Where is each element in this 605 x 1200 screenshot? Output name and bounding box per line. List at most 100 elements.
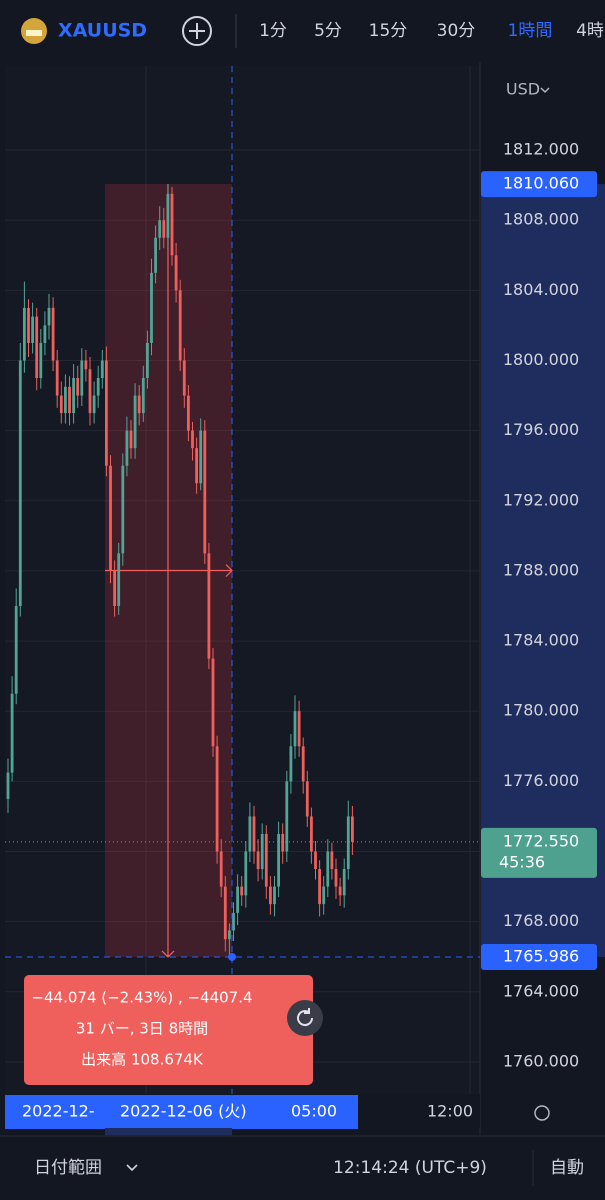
plus	[189, 23, 205, 39]
candle-body	[150, 272, 153, 343]
plot-area	[5, 66, 480, 1094]
candle-body	[133, 395, 137, 449]
crosshair-label-bg	[481, 943, 597, 970]
candle-body	[223, 886, 227, 940]
candle-body	[207, 553, 211, 659]
candle-body	[141, 378, 145, 414]
candle-body	[146, 342, 149, 379]
interval[interactable]: 4時	[576, 21, 604, 41]
measure-box	[24, 975, 313, 1085]
y-tick-label: 1796.000	[503, 420, 579, 439]
candle-body	[260, 833, 264, 870]
countdown: 45:36	[499, 852, 545, 871]
measure-text: 出来高 108.674K	[81, 1051, 204, 1069]
candle-body	[318, 869, 321, 905]
candle-body	[154, 237, 157, 273]
last-price-label: 1772.550	[503, 831, 579, 850]
candle-body	[166, 193, 170, 238]
measure-text: −44.074 (−2.43%) , −4407.4	[31, 989, 252, 1007]
candle-body	[330, 851, 334, 870]
candle-body	[203, 430, 207, 554]
time-label: 2022-12-06 (火)	[120, 1102, 247, 1121]
candle-body	[43, 325, 47, 343]
candle-body	[219, 851, 223, 887]
candle-body	[76, 378, 80, 396]
date-range[interactable]: 日付範囲	[34, 1158, 102, 1178]
y-tick-label: 1812.000	[503, 140, 579, 159]
range-high-label-bg	[481, 171, 597, 198]
candle-body	[35, 316, 39, 379]
y-tick-label: 1800.000	[503, 350, 579, 369]
candle-body	[211, 658, 215, 747]
candle-body	[191, 430, 194, 449]
y-tick-label: 1764.000	[503, 981, 579, 1000]
candle-body	[244, 851, 248, 896]
candle-body	[51, 307, 55, 361]
candle-body	[105, 360, 108, 466]
candle-body	[162, 220, 166, 238]
candle-body	[23, 307, 26, 361]
candle-body	[269, 886, 272, 905]
candle-body	[199, 430, 203, 484]
candle-body	[310, 816, 313, 852]
candle-body	[27, 307, 30, 343]
candle-body	[68, 386, 71, 414]
candle-body	[14, 605, 18, 694]
candle-body	[240, 886, 244, 896]
candle-body	[6, 772, 10, 799]
range-marker	[105, 1128, 232, 1135]
candle-body	[121, 465, 125, 554]
auto-scale[interactable]: 自動	[550, 1158, 584, 1178]
candle-body	[31, 316, 34, 343]
candle-body	[195, 448, 198, 484]
candle-body	[248, 816, 252, 852]
interval[interactable]: 1分	[259, 21, 287, 41]
interval[interactable]: 5分	[314, 21, 342, 41]
reset-button[interactable]	[287, 1000, 323, 1036]
candle-body	[88, 369, 92, 414]
candle-body	[215, 746, 219, 852]
measure-arrow-v	[161, 184, 175, 958]
candle-body	[346, 816, 350, 870]
candle-body	[55, 360, 59, 396]
candle-body	[305, 781, 309, 817]
candle-body	[236, 886, 239, 913]
candle-body	[187, 395, 190, 431]
y-tick-label: 1780.000	[503, 701, 579, 720]
candle-body	[281, 833, 285, 852]
candle-body	[338, 886, 342, 896]
candle-body	[84, 360, 88, 370]
crosshair-dot	[228, 952, 236, 961]
candle-body	[96, 378, 100, 396]
candle-body	[252, 816, 256, 852]
interval[interactable]: 15分	[369, 21, 408, 41]
candle-body	[72, 378, 75, 414]
candle-body	[178, 290, 182, 361]
y-tick-label: 1804.000	[503, 280, 579, 299]
candle-body	[256, 851, 260, 870]
interval[interactable]: 1時間	[508, 21, 553, 41]
candle-body	[301, 746, 305, 782]
y-tick-label: 1776.000	[503, 771, 579, 790]
candle-body	[322, 886, 326, 905]
settings[interactable]	[534, 1105, 550, 1121]
candle-body	[129, 430, 133, 449]
reset-icon	[297, 1008, 314, 1027]
currency[interactable]: USD	[506, 80, 540, 99]
add-symbol[interactable]	[182, 16, 212, 46]
time-highlight	[5, 1095, 358, 1129]
candle-body	[182, 360, 186, 396]
candle-body	[64, 386, 67, 414]
candle-body	[351, 816, 354, 842]
candle-body	[170, 193, 174, 256]
last-price-bg	[481, 827, 597, 878]
candle-body	[80, 360, 84, 396]
symbol[interactable]: XAUUSD	[58, 20, 147, 42]
candle-body	[326, 851, 330, 887]
clock[interactable]: 12:14:24 (UTC+9)	[333, 1158, 487, 1178]
interval[interactable]: 30分	[437, 21, 476, 41]
y-tick-label: 1808.000	[503, 210, 579, 229]
candle-body	[314, 851, 317, 870]
toolbar	[0, 0, 605, 62]
